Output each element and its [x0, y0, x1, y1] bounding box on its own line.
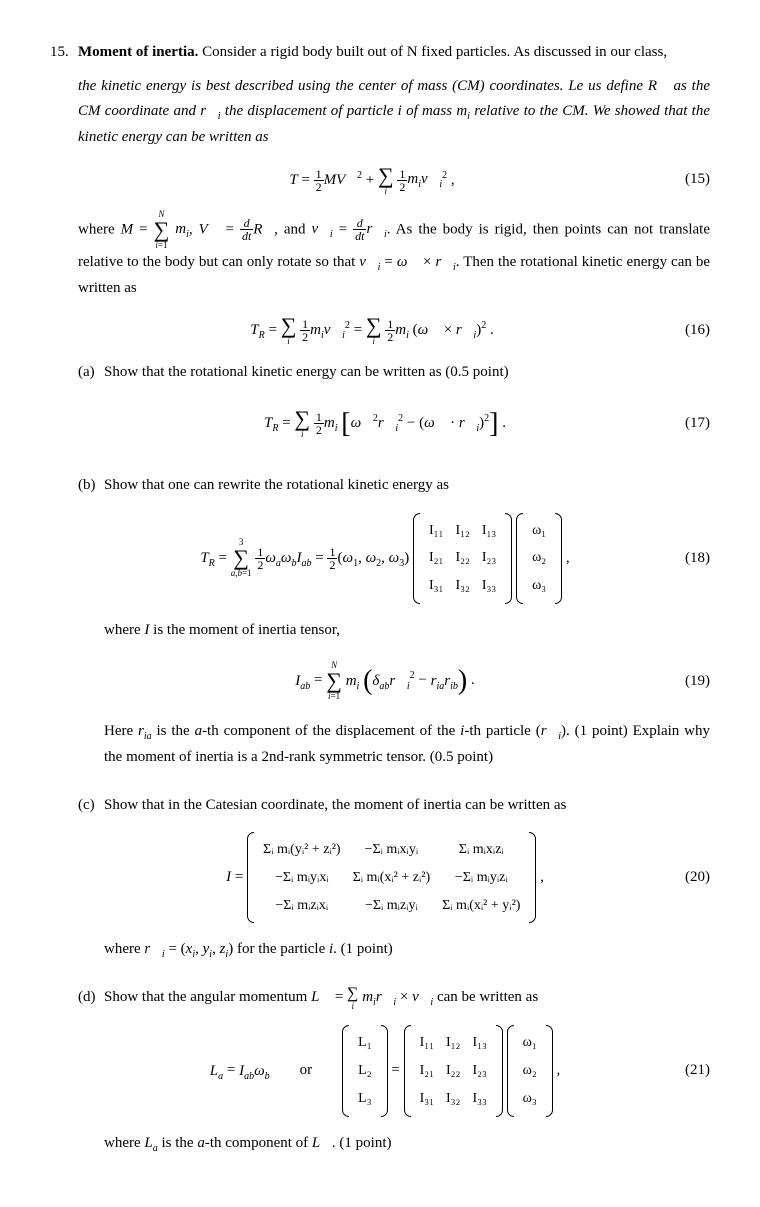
part-a-label: (a)	[78, 360, 104, 461]
problem-title: Moment of inertia.	[78, 44, 198, 60]
part-c: (c) Show that in the Catesian coordinate…	[78, 793, 710, 974]
eq18-number: (18)	[666, 546, 710, 572]
equation-21: La = Iabωb or L₁ L₂ L₃ =	[104, 1025, 710, 1116]
inertia-matrix-2: I₁₁I₁₂I₁₃ I₂₁I₂₂I₂₃ I₃₁I₃₂I₃₃	[404, 1025, 503, 1116]
eq20-number: (20)	[666, 865, 710, 891]
equation-18: TR = 3∑a,b=1 12ωaωbIab = 12(ω1, ω2, ω3) …	[104, 513, 710, 604]
eq17-body: TR = ∑i 12mi [ω⃗2r⃗i2 − (ω⃗ · r⃗i)2] .	[104, 400, 666, 448]
part-c-text: Show that in the Catesian coordinate, th…	[104, 793, 710, 819]
L-vector: L₁ L₂ L₃	[342, 1025, 387, 1116]
eq17-number: (17)	[666, 411, 710, 437]
equation-19: Iab = N∑i=1 mi (δabr⃗i2 − riarib) . (19)	[104, 657, 710, 705]
eq20-body: I = Σᵢ mᵢ(yᵢ² + zᵢ²)−Σᵢ mᵢxᵢyᵢΣᵢ mᵢxᵢzᵢ …	[104, 832, 666, 923]
part-b: (b) Show that one can rewrite the rotati…	[78, 473, 710, 780]
part-a: (a) Show that the rotational kinetic ene…	[78, 360, 710, 461]
problem-title-line: Moment of inertia. Consider a rigid body…	[78, 40, 667, 66]
omega-vector-2: ω₁ ω₂ ω₃	[507, 1025, 553, 1116]
after-eq15: where M = N∑i=1 mi, V⃗ = ddtR⃗, and v⃗i …	[78, 210, 710, 302]
eq15-number: (15)	[666, 167, 710, 193]
intro-paragraph: the kinetic energy is best described usi…	[78, 74, 710, 151]
part-d: (d) Show that the angular momentum L⃗ = …	[78, 985, 710, 1166]
equation-20: I = Σᵢ mᵢ(yᵢ² + zᵢ²)−Σᵢ mᵢxᵢyᵢΣᵢ mᵢxᵢzᵢ …	[104, 832, 710, 923]
equation-16: TR = ∑i 12miv⃗i2 = ∑i 12mi (ω⃗ × r⃗i)2 .…	[78, 315, 710, 346]
problem-number: 15.	[50, 40, 78, 66]
problem-body: the kinetic energy is best described usi…	[78, 74, 710, 1167]
part-b-label: (b)	[78, 473, 104, 780]
eq19-number: (19)	[666, 669, 710, 695]
eq21-body: La = Iabωb or L₁ L₂ L₃ =	[104, 1025, 666, 1116]
part-b-after: Here ria is the a-th component of the di…	[104, 719, 710, 771]
eq21-number: (21)	[666, 1058, 710, 1084]
part-b-where: where I is the moment of inertia tensor,	[104, 618, 710, 644]
inertia-matrix: I₁₁I₁₂I₁₃ I₂₁I₂₂I₂₃ I₃₁I₃₂I₃₃	[413, 513, 512, 604]
omega-vector: ω₁ ω₂ ω₃	[516, 513, 562, 604]
intro-line-1: Consider a rigid body built out of N fix…	[202, 44, 667, 60]
part-c-label: (c)	[78, 793, 104, 974]
equation-15: T = 12MV⃗2 + ∑i 12miv⃗i2 , (15)	[78, 165, 710, 196]
part-d-where: where La is the a-th component of L⃗. (1…	[104, 1131, 710, 1157]
eq16-number: (16)	[666, 318, 710, 344]
eq19-body: Iab = N∑i=1 mi (δabr⃗i2 − riarib) .	[104, 657, 666, 705]
problem-header: 15. Moment of inertia. Consider a rigid …	[50, 40, 710, 66]
eq15-body: T = 12MV⃗2 + ∑i 12miv⃗i2 ,	[78, 165, 666, 196]
part-c-where: where r⃗i = (xi, yi, zi) for the particl…	[104, 937, 710, 963]
eq21-or: or	[300, 1063, 313, 1079]
part-b-text: Show that one can rewrite the rotational…	[104, 473, 710, 499]
part-d-text: Show that the angular momentum L⃗ = ∑i m…	[104, 985, 710, 1011]
part-a-text: Show that the rotational kinetic energy …	[104, 360, 710, 386]
part-d-label: (d)	[78, 985, 104, 1166]
eq18-body: TR = 3∑a,b=1 12ωaωbIab = 12(ω1, ω2, ω3) …	[104, 513, 666, 604]
equation-17: TR = ∑i 12mi [ω⃗2r⃗i2 − (ω⃗ · r⃗i)2] . (…	[104, 400, 710, 448]
eq20-matrix: Σᵢ mᵢ(yᵢ² + zᵢ²)−Σᵢ mᵢxᵢyᵢΣᵢ mᵢxᵢzᵢ −Σᵢ …	[247, 832, 536, 923]
eq16-body: TR = ∑i 12miv⃗i2 = ∑i 12mi (ω⃗ × r⃗i)2 .	[78, 315, 666, 346]
